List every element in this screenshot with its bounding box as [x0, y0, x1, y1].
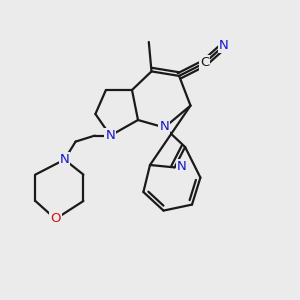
Text: N: N [177, 160, 187, 173]
Text: N: N [219, 39, 228, 52]
Text: N: N [106, 129, 115, 142]
Text: C: C [200, 56, 209, 70]
Text: O: O [50, 212, 61, 226]
Text: N: N [160, 120, 169, 134]
Text: N: N [60, 153, 69, 166]
